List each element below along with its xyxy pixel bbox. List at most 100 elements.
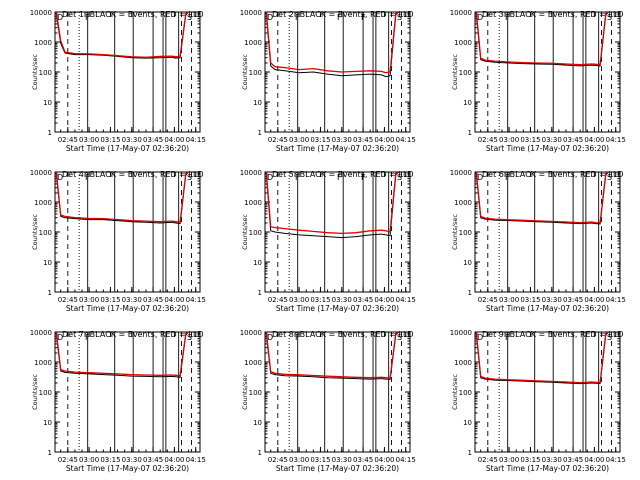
panel-det-1: Det 1r BLACK = Events, RED = LLD11010010… [30,9,206,153]
y-tick-label: 1 [468,449,472,457]
x-tick-label: 03:00 [499,136,519,144]
y-axis-label: Counts/sec [451,374,459,410]
annotation-label: F [85,13,90,22]
x-tick-label: 03:00 [499,296,519,304]
y-tick-label: 1 [48,449,52,457]
series-lld-line [265,12,399,74]
x-tick-label: 02:45 [268,296,288,304]
x-tick-label: 02:45 [268,136,288,144]
y-tick-label: 1000 [244,39,262,47]
x-tick-label: 03:45 [143,136,163,144]
annotation-label: S [607,333,612,342]
annotation-label: S [607,13,612,22]
annotation-label: S [187,173,192,182]
y-tick-label: 10 [463,259,472,267]
x-tick-label: 03:30 [332,136,352,144]
x-tick-label: 03:45 [143,456,163,464]
x-axis-label: Start Time (17-May-07 02:36:20) [486,464,609,473]
x-tick-label: 04:15 [396,456,416,464]
series-events-line [475,12,609,67]
panel-det-5: Det 5r BLACK = Events, RED = LLD11010010… [240,169,416,313]
series-events-line [265,12,399,78]
x-tick-label: 03:15 [520,456,540,464]
y-tick-label: 100 [39,69,52,77]
annotation-label: D [57,173,63,182]
annotation-label: D [267,173,273,182]
x-tick-label: 04:00 [164,456,184,464]
annotation-label: D [267,13,273,22]
annotation-label: S [397,173,402,182]
y-tick-label: 10 [43,419,52,427]
y-tick-label: 10 [253,419,262,427]
annotation-label: F [295,13,300,22]
x-tick-label: 03:45 [563,136,583,144]
x-tick-label: 03:15 [310,456,330,464]
x-tick-label: 04:15 [186,456,206,464]
y-tick-label: 1000 [34,359,52,367]
x-tick-label: 04:15 [606,136,626,144]
y-axis-label: Counts/sec [31,54,39,90]
x-tick-label: 04:00 [374,136,394,144]
y-tick-label: 10000 [240,329,262,337]
annotation-label: F [85,333,90,342]
series-lld-line [265,172,399,235]
y-tick-label: 100 [249,389,262,397]
x-tick-label: 03:00 [499,456,519,464]
x-tick-label: 03:30 [122,456,142,464]
annotation-label: D [477,173,483,182]
annotation-label: F [505,333,510,342]
x-tick-label: 03:30 [122,296,142,304]
x-axis-label: Start Time (17-May-07 02:36:20) [276,304,399,313]
annotation-label: S [607,173,612,182]
x-axis-label: Start Time (17-May-07 02:36:20) [486,144,609,153]
y-tick-label: 10 [463,99,472,107]
annotation-label: D [267,333,273,342]
panel-det-6: Det 6r BLACK = Events, RED = LLD11010010… [450,169,626,313]
series-events-line [475,172,609,225]
x-tick-label: 03:15 [100,456,120,464]
panel-det-7: Det 7r BLACK = Events, RED = LLD11010010… [30,329,206,473]
series-events-line [265,172,399,239]
x-tick-label: 02:45 [478,456,498,464]
x-axis-label: Start Time (17-May-07 02:36:20) [486,304,609,313]
y-tick-label: 10000 [450,9,472,17]
y-tick-label: 10 [253,259,262,267]
x-tick-label: 03:30 [122,136,142,144]
x-tick-label: 04:15 [186,136,206,144]
y-tick-label: 100 [39,229,52,237]
x-tick-label: 03:00 [79,136,99,144]
x-tick-label: 03:15 [100,136,120,144]
panel-det-3: Det 3r BLACK = Events, RED = LLD11010010… [450,9,626,153]
annotation-label: F [295,333,300,342]
x-tick-label: 02:45 [58,136,78,144]
panel-det-4: Det 4r BLACK = Events, RED = LLD11010010… [30,169,206,313]
y-tick-label: 100 [459,69,472,77]
annotation-label: F [295,173,300,182]
x-tick-label: 03:45 [353,136,373,144]
x-tick-label: 04:00 [164,296,184,304]
y-tick-label: 1000 [244,359,262,367]
x-tick-label: 03:30 [542,136,562,144]
panel-det-9: Det 9r BLACK = Events, RED = LLD11010010… [450,329,626,473]
x-tick-label: 03:15 [310,136,330,144]
series-events-line [265,332,399,380]
y-tick-label: 1 [258,129,262,137]
x-tick-label: 03:45 [353,456,373,464]
x-tick-label: 04:00 [584,136,604,144]
series-events-line [55,172,189,225]
y-axis-label: Counts/sec [241,214,249,250]
annotation-label: F [361,13,366,22]
y-axis-label: Counts/sec [241,54,249,90]
x-tick-label: 03:30 [332,456,352,464]
series-lld-line [475,12,609,66]
x-tick-label: 04:00 [374,456,394,464]
x-tick-label: 03:45 [353,296,373,304]
y-tick-label: 10000 [240,9,262,17]
y-tick-label: 10000 [30,9,52,17]
x-tick-label: 03:00 [289,296,309,304]
x-tick-label: 04:00 [164,136,184,144]
x-tick-label: 04:15 [606,456,626,464]
annotation-label: D [477,333,483,342]
annotation-label: S [397,13,402,22]
